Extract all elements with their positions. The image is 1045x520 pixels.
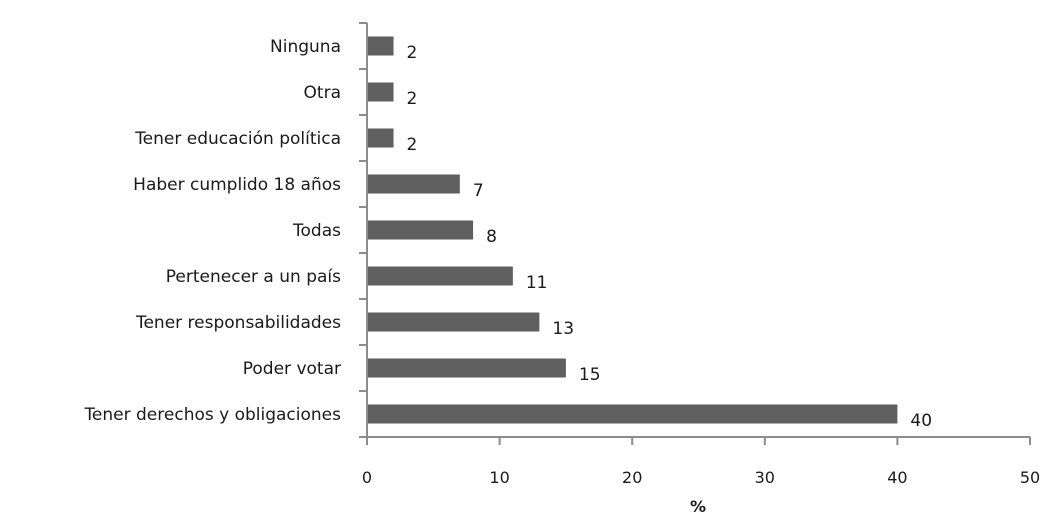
bar [368, 220, 474, 240]
category-label: Poder votar [243, 359, 341, 379]
y-axis-ticks [359, 22, 367, 438]
data-label: 7 [473, 181, 484, 201]
bar [368, 358, 566, 378]
data-label: 8 [486, 227, 497, 247]
data-labels: 2 2 2 7 8 11 13 15 40 [407, 43, 933, 431]
data-label: 40 [910, 411, 932, 431]
x-tick-label: 30 [755, 468, 775, 487]
x-tick-label: 20 [622, 468, 642, 487]
x-tick-label: 10 [489, 468, 509, 487]
category-label: Tener responsabilidades [135, 313, 341, 333]
bar-series [368, 36, 898, 424]
bar [368, 82, 394, 102]
x-tick-label: 40 [887, 468, 907, 487]
category-label: Haber cumplido 18 años [133, 175, 341, 195]
category-label: Tener derechos y obligaciones [83, 405, 341, 425]
bar [368, 128, 394, 148]
category-label: Todas [292, 221, 341, 241]
category-labels: Ninguna Otra Tener educación política Haber… [83, 37, 341, 425]
bar [368, 404, 898, 424]
x-tick-label: 50 [1020, 468, 1040, 487]
bar [368, 174, 460, 194]
data-label: 2 [407, 135, 418, 155]
data-label: 2 [407, 43, 418, 63]
category-label: Otra [304, 83, 341, 103]
data-label: 2 [407, 89, 418, 109]
x-axis-ticks [366, 437, 1031, 445]
chart-axes [366, 23, 1030, 438]
data-label: 15 [579, 365, 601, 385]
category-label: Tener educación política [134, 129, 341, 149]
x-axis-title: % [690, 497, 706, 516]
x-tick-label: 0 [362, 468, 372, 487]
category-label: Ninguna [270, 37, 341, 57]
bar [368, 312, 540, 332]
data-label: 11 [526, 273, 548, 293]
category-label: Pertenecer a un país [166, 267, 341, 287]
bar [368, 266, 513, 286]
x-tick-labels: 0 10 20 30 40 50 [362, 468, 1040, 487]
data-label: 13 [552, 319, 574, 339]
bar [368, 36, 394, 56]
